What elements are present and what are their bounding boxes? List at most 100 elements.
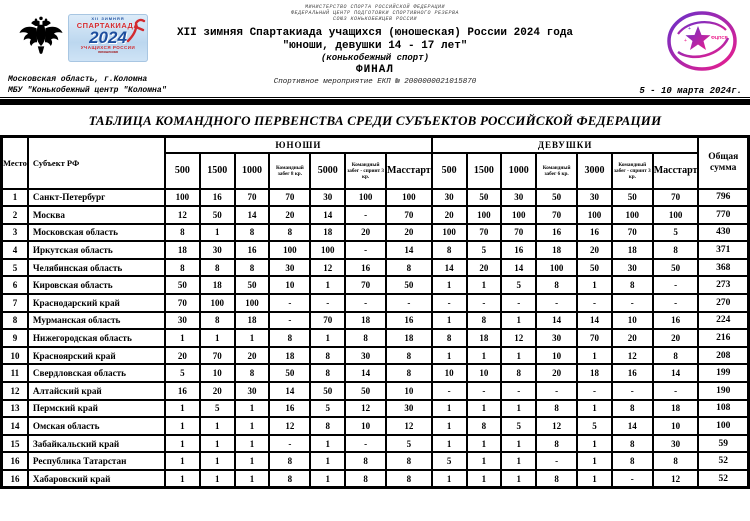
total-cell: 59 [697, 433, 750, 454]
girls-score-cell: 1 [465, 275, 503, 296]
girls-score-cell: 14 [651, 363, 700, 384]
subject-cell: Краснодарский край [26, 293, 167, 313]
boys-score-cell: 1 [198, 451, 236, 471]
fcpsr-skater-logo: + + ФЦПСР [664, 8, 740, 79]
boys-score-cell: 18 [164, 240, 201, 260]
boys-score-cell: 1 [164, 328, 201, 348]
table-header: Место Субъект РФ ЮНОШИ ДЕВУШКИ Общая сум… [0, 135, 750, 190]
total-cell: 199 [697, 363, 750, 384]
place-cell: 8 [0, 310, 29, 331]
girls-score-cell: 70 [651, 187, 700, 208]
boys-score-cell: 8 [385, 469, 433, 489]
header-center-block: МИНИСТЕРСТВО СПОРТА РОССИЙСКОЙ ФЕДЕРАЦИИ… [150, 4, 600, 87]
boys-score-cell: 8 [268, 328, 312, 348]
girls-score-cell: - [651, 293, 700, 313]
boys-score-cell: 1 [164, 469, 201, 489]
girls-score-cell: 5 [500, 416, 538, 436]
boys-score-cell: 1 [233, 433, 271, 454]
boys-score-cell: 70 [268, 187, 312, 208]
boys-score-cell: 10 [385, 381, 433, 401]
boys-score-cell: 8 [164, 222, 201, 243]
subject-cell: Забайкальский край [26, 433, 167, 454]
girls-score-cell: 1 [500, 451, 538, 471]
boys-score-cell: 30 [344, 345, 388, 366]
table-row: 3 Московская область 8 1 8 8 18 20 20 100 70 70 16 16… [0, 222, 750, 243]
place-cell: 13 [0, 398, 29, 419]
girls-score-cell: 8 [430, 240, 468, 260]
girls-score-cell: 100 [651, 205, 700, 225]
distance-header: Масстарт [651, 151, 700, 190]
boys-score-cell: 70 [164, 293, 201, 313]
girls-score-cell: 30 [430, 187, 468, 208]
boys-score-cell: 14 [309, 205, 347, 225]
total-cell: 108 [697, 398, 750, 419]
boys-score-cell: 20 [198, 381, 236, 401]
girls-score-cell: 8 [651, 240, 700, 260]
boys-score-cell: - [385, 293, 433, 313]
distance-header: Масстарт [385, 151, 433, 190]
skater-swoosh-icon [126, 18, 146, 43]
boys-score-cell: 30 [198, 240, 236, 260]
distance-header: 1000 [233, 151, 271, 190]
total-cell: 52 [697, 469, 750, 489]
col-group-boys: ЮНОШИ [164, 135, 433, 154]
boys-score-cell: 12 [268, 416, 312, 436]
boys-score-cell: 100 [268, 240, 312, 260]
girls-score-cell: 70 [535, 205, 579, 225]
boys-score-cell: 70 [198, 345, 236, 366]
girls-score-cell: 18 [535, 240, 579, 260]
subject-cell: Мурманская область [26, 310, 167, 331]
table-row: 13 Пермский край 1 5 1 16 5 12 30 1 1 1 8 1 8 18 108 [0, 398, 750, 419]
girls-score-cell: 8 [610, 275, 654, 296]
place-cell: 1 [0, 187, 29, 208]
boys-score-cell: 8 [164, 257, 201, 278]
girls-score-cell: 1 [430, 310, 468, 331]
girls-score-cell: 50 [610, 187, 654, 208]
table-row: 14 Омская область 1 1 1 12 8 10 12 1 8 5 12 5 14 10 100 [0, 416, 750, 436]
table-row: 2 Москва 12 50 14 20 14-70 20 100 100 70 100 100 100 7… [0, 205, 750, 225]
boys-score-cell: 14 [344, 363, 388, 384]
girls-score-cell: 50 [576, 257, 613, 278]
ministry-line: ФЕДЕРАЛЬНЫЙ ЦЕНТР ПОДГОТОВКИ СПОРТИВНОГО… [290, 10, 460, 16]
boys-score-cell: 100 [233, 293, 271, 313]
girls-score-cell: 20 [610, 328, 654, 348]
girls-score-cell: 30 [576, 187, 613, 208]
boys-score-cell: 8 [309, 416, 347, 436]
event-sport: (конькобежный спорт) [320, 53, 430, 63]
girls-score-cell: 14 [535, 310, 579, 331]
girls-score-cell: 8 [651, 451, 700, 471]
girls-score-cell: 5 [651, 222, 700, 243]
boys-score-cell: 100 [385, 187, 433, 208]
girls-score-cell: 50 [651, 257, 700, 278]
boys-score-cell: - [344, 433, 388, 454]
girls-score-cell: 16 [651, 310, 700, 331]
boys-score-cell: 30 [164, 310, 201, 331]
girls-score-cell: 8 [610, 433, 654, 454]
distance-header: 5000 [309, 151, 347, 190]
boys-score-cell: 1 [309, 451, 347, 471]
boys-score-cell: 16 [164, 381, 201, 401]
girls-score-cell: 5 [500, 275, 538, 296]
girls-score-cell: 12 [535, 416, 579, 436]
girls-score-cell: 100 [500, 205, 538, 225]
total-cell: 270 [697, 293, 750, 313]
distance-header: Командный забег 6 кр. [535, 151, 579, 190]
distance-header: Командный забег 8 кр. [268, 151, 312, 190]
boys-score-cell: - [268, 293, 312, 313]
girls-score-cell: 10 [651, 416, 700, 436]
boys-score-cell: 8 [309, 363, 347, 384]
girls-score-cell: 14 [500, 257, 538, 278]
boys-score-cell: 5 [309, 398, 347, 419]
girls-score-cell: - [610, 293, 654, 313]
boys-score-cell: 50 [309, 381, 347, 401]
girls-score-cell: 100 [430, 222, 468, 243]
boys-score-cell: 10 [268, 275, 312, 296]
girls-score-cell: 8 [465, 310, 503, 331]
girls-score-cell: 1 [500, 310, 538, 331]
group-header-row: Место Субъект РФ ЮНОШИ ДЕВУШКИ Общая сум… [0, 135, 750, 190]
girls-score-cell: 1 [465, 345, 503, 366]
girls-score-cell: 8 [430, 328, 468, 348]
boys-score-cell: - [344, 205, 388, 225]
boys-score-cell: 1 [309, 433, 347, 454]
table-row: 7 Краснодарский край 70 100 100- - - - - - - - - - -27… [0, 293, 750, 313]
